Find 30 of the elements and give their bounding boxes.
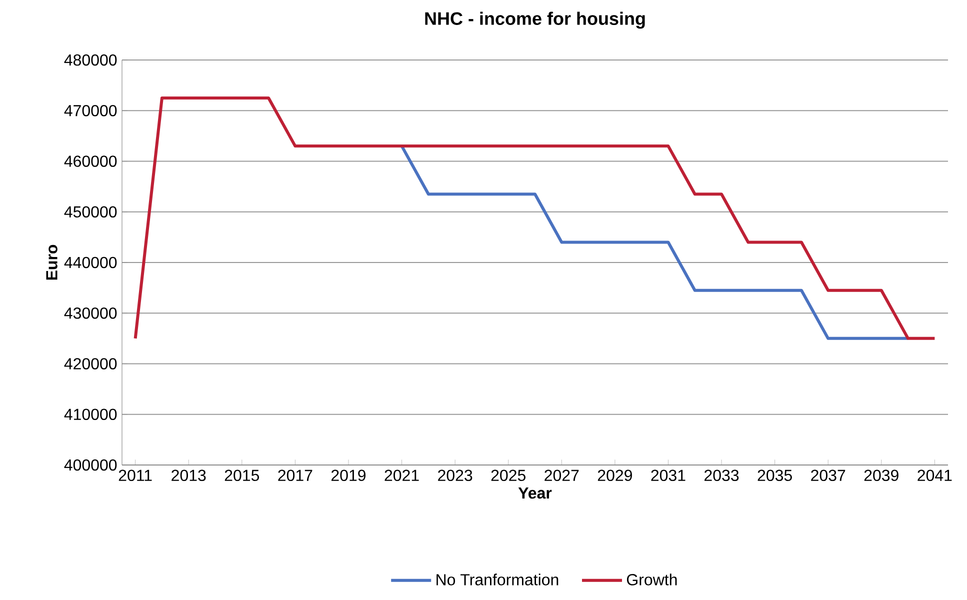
x-tick-label: 2035: [758, 470, 792, 482]
y-tick-label: 480000: [64, 54, 117, 66]
x-tick-label: 2031: [651, 470, 686, 482]
x-tick-label: 2023: [438, 470, 472, 482]
y-tick-label: 430000: [64, 307, 117, 319]
y-axis-title: Euro: [46, 244, 58, 280]
x-tick-label: 2033: [704, 470, 739, 482]
x-tick-label: 2029: [598, 470, 632, 482]
x-tick-label: 2037: [811, 470, 846, 482]
x-axis-title: Year: [518, 488, 552, 499]
x-tick-label: 2017: [278, 470, 312, 482]
legend-label: No Tranformation: [436, 574, 558, 586]
x-tick-label: 2015: [224, 470, 260, 482]
y-tick-label: 470000: [64, 104, 117, 116]
x-tick-label: 2041: [918, 470, 952, 482]
x-tick-label: 2019: [331, 470, 366, 482]
legend-label: Growth: [626, 574, 677, 586]
y-tick-label: 410000: [64, 408, 117, 420]
chart-title: NHC - income for housing: [425, 12, 645, 29]
y-tick-label: 460000: [64, 156, 117, 167]
x-tick-label: 2021: [384, 470, 419, 482]
x-tick-label: 2011: [118, 470, 152, 482]
y-tick-label: 400000: [64, 459, 117, 471]
y-tick-label: 420000: [64, 358, 117, 370]
x-tick-label: 2013: [172, 470, 206, 482]
y-tick-label: 440000: [64, 256, 117, 268]
x-tick-label: 2039: [864, 470, 898, 482]
x-tick-label: 2025: [491, 470, 526, 482]
y-tick-label: 450000: [64, 206, 117, 218]
x-tick-label: 2027: [544, 470, 579, 482]
